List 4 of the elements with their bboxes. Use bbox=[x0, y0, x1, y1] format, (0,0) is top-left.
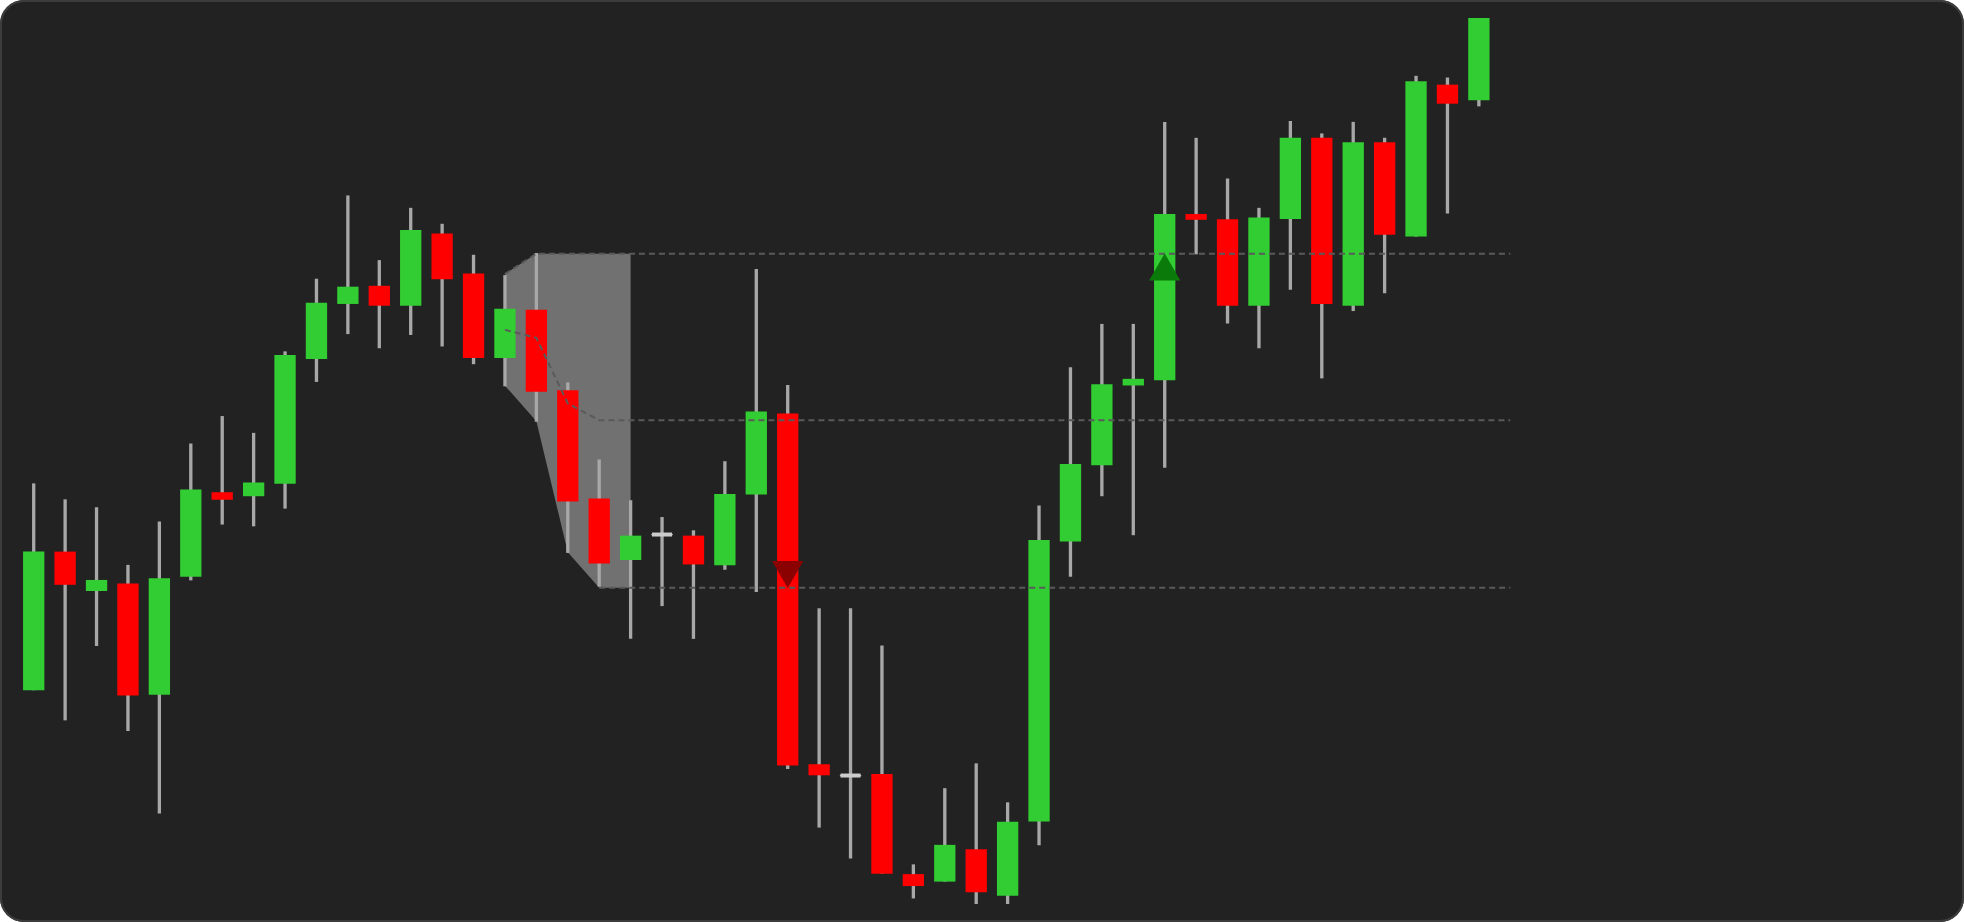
candlestick bbox=[54, 499, 76, 721]
candlestick bbox=[808, 608, 830, 828]
candlestick bbox=[1185, 137, 1207, 255]
candlestick bbox=[337, 195, 359, 335]
